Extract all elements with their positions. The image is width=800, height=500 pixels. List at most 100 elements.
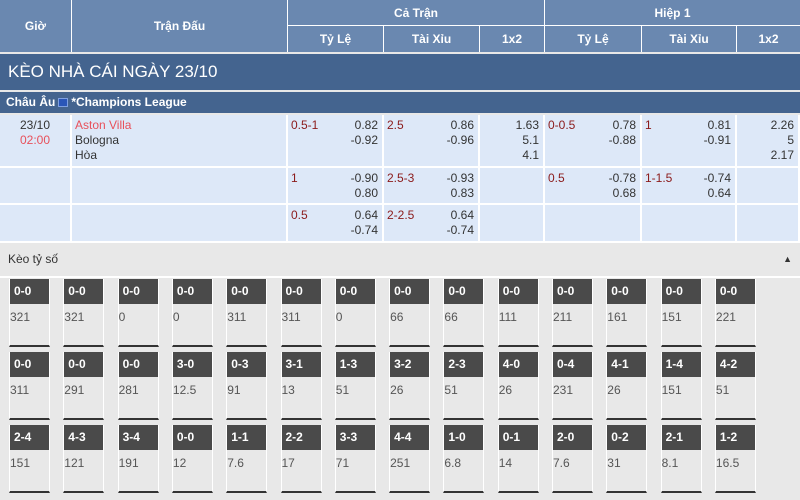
score-card[interactable]: 0-0 221 bbox=[714, 279, 756, 347]
score-card[interactable]: 1-4 151 bbox=[660, 352, 702, 420]
score-card[interactable]: 1-3 51 bbox=[334, 352, 376, 420]
score-odds: 231 bbox=[553, 383, 574, 397]
score-card[interactable]: 0-4 231 bbox=[552, 352, 593, 420]
score-card[interactable]: 3-2 26 bbox=[389, 352, 431, 420]
h1-overunder-odds[interactable]: 0.81 bbox=[707, 118, 731, 132]
score-card[interactable]: 4-4 251 bbox=[389, 425, 431, 493]
score-odds: 26 bbox=[390, 383, 404, 397]
score-label: 4-4 bbox=[390, 425, 430, 450]
score-card[interactable]: 0-0 111 bbox=[497, 279, 539, 347]
score-label: 0-0 bbox=[64, 352, 104, 377]
score-card[interactable]: 2-0 7.6 bbox=[552, 425, 593, 493]
score-card[interactable]: 3-1 13 bbox=[280, 352, 322, 420]
score-label: 0-0 bbox=[661, 279, 701, 304]
score-card[interactable]: 4-3 121 bbox=[63, 425, 105, 493]
col-ft-1x2: 1x2 bbox=[480, 26, 545, 52]
score-card[interactable]: 0-0 0 bbox=[334, 279, 376, 347]
correct-score-header[interactable]: Kèo tỷ số ▲ bbox=[0, 245, 800, 278]
league-row[interactable]: Châu Âu *Champions League bbox=[0, 92, 800, 113]
score-odds: 121 bbox=[64, 456, 85, 470]
score-card[interactable]: 0-0 0 bbox=[117, 279, 159, 347]
ft-overunder-odds[interactable]: -0.93 bbox=[446, 171, 474, 185]
score-odds: 71 bbox=[335, 456, 350, 470]
score-odds: 151 bbox=[661, 310, 682, 324]
score-card[interactable]: 3-4 191 bbox=[117, 425, 159, 493]
ft-handicap-odds[interactable]: -0.90 bbox=[350, 171, 378, 185]
odds-row: 1 -0.90 0.80 2.5-3 -0.93 0.83 0.5 -0.78 0.68 1-1.… bbox=[0, 168, 800, 205]
score-card[interactable]: 2-4 151 bbox=[9, 425, 50, 493]
ft-handicap-odds[interactable]: -0.74 bbox=[350, 223, 378, 237]
h1-1x2-odds[interactable]: 2.26 bbox=[770, 118, 794, 132]
score-card[interactable]: 0-0 66 bbox=[389, 279, 431, 347]
h1-handicap-odds[interactable]: 0.78 bbox=[612, 118, 636, 132]
ft-1x2-odds[interactable]: 4.1 bbox=[522, 148, 539, 162]
home-team[interactable]: Aston Villa bbox=[75, 118, 132, 132]
score-card[interactable]: 0-0 321 bbox=[63, 279, 105, 347]
score-card[interactable]: 2-3 51 bbox=[443, 352, 485, 420]
score-odds: 281 bbox=[118, 383, 139, 397]
ft-overunder-odds[interactable]: 0.83 bbox=[450, 186, 474, 200]
score-odds: 7.6 bbox=[227, 456, 244, 470]
score-card[interactable]: 0-0 66 bbox=[443, 279, 485, 347]
h1-handicap-odds[interactable]: -0.88 bbox=[608, 133, 636, 147]
ft-overunder-odds[interactable]: 0.86 bbox=[450, 118, 474, 132]
h1-handicap-odds[interactable]: -0.78 bbox=[608, 171, 636, 185]
collapse-arrow-icon[interactable]: ▲ bbox=[783, 254, 792, 264]
score-odds: 0 bbox=[335, 310, 343, 324]
score-card[interactable]: 0-1 14 bbox=[497, 425, 539, 493]
score-card[interactable]: 4-1 26 bbox=[606, 352, 648, 420]
score-label: 0-0 bbox=[553, 279, 592, 304]
score-card[interactable]: 0-0 281 bbox=[117, 352, 159, 420]
ft-overunder-odds[interactable]: -0.96 bbox=[446, 133, 474, 147]
ft-handicap-odds[interactable]: 0.80 bbox=[354, 186, 378, 200]
h1-overunder-odds[interactable]: -0.91 bbox=[703, 133, 731, 147]
h1-handicap-odds[interactable]: 0.68 bbox=[612, 186, 636, 200]
score-card[interactable]: 1-0 6.8 bbox=[443, 425, 485, 493]
score-card[interactable]: 0-0 311 bbox=[226, 279, 268, 347]
score-odds: 51 bbox=[715, 383, 730, 397]
ft-handicap-odds[interactable]: -0.92 bbox=[350, 133, 378, 147]
score-card[interactable]: 0-0 0 bbox=[171, 279, 213, 347]
ft-handicap-odds[interactable]: 0.64 bbox=[354, 208, 378, 222]
score-card[interactable]: 0-0 311 bbox=[9, 352, 50, 420]
score-odds: 291 bbox=[64, 383, 85, 397]
score-card[interactable]: 4-0 26 bbox=[497, 352, 539, 420]
score-card[interactable]: 0-0 321 bbox=[9, 279, 50, 347]
score-card[interactable]: 0-0 211 bbox=[552, 279, 593, 347]
ft-1x2-odds[interactable]: 1.63 bbox=[515, 118, 539, 132]
score-card[interactable]: 1-2 16.5 bbox=[714, 425, 756, 493]
score-odds: 51 bbox=[444, 383, 458, 397]
away-team[interactable]: Bologna bbox=[75, 133, 120, 147]
score-card[interactable]: 0-0 311 bbox=[280, 279, 322, 347]
score-card[interactable]: 2-1 8.1 bbox=[660, 425, 702, 493]
h1-1x2-odds[interactable]: 5 bbox=[787, 133, 794, 147]
h1-overunder-odds[interactable]: 0.64 bbox=[707, 186, 731, 200]
h1-overunder-odds[interactable]: -0.74 bbox=[703, 171, 731, 185]
score-label: 0-0 bbox=[227, 279, 267, 304]
odds-cell: 1 -0.90 0.80 bbox=[288, 168, 384, 203]
ft-handicap-odds[interactable]: 0.82 bbox=[354, 118, 378, 132]
ft-1x2-odds[interactable]: 5.1 bbox=[522, 133, 539, 147]
score-card[interactable]: 0-0 161 bbox=[606, 279, 648, 347]
ft-overunder-odds[interactable]: 0.64 bbox=[450, 208, 474, 222]
score-odds: 311 bbox=[10, 383, 30, 397]
score-card[interactable]: 0-0 151 bbox=[660, 279, 702, 347]
odds-cell: 0-0.5 0.78 -0.88 bbox=[545, 115, 642, 166]
score-card[interactable]: 0-0 12 bbox=[171, 425, 213, 493]
score-card[interactable]: 2-2 17 bbox=[280, 425, 322, 493]
col-h1-handicap: Tỷ Lệ bbox=[545, 26, 642, 52]
score-label: 3-2 bbox=[390, 352, 430, 377]
score-card[interactable]: 0-2 31 bbox=[606, 425, 648, 493]
score-label: 0-3 bbox=[227, 352, 267, 377]
score-card[interactable]: 4-2 51 bbox=[714, 352, 756, 420]
score-odds: 191 bbox=[118, 456, 139, 470]
score-card[interactable]: 1-1 7.6 bbox=[226, 425, 268, 493]
score-card[interactable]: 3-3 71 bbox=[334, 425, 376, 493]
h1-1x2-odds[interactable]: 2.17 bbox=[770, 148, 794, 162]
score-card[interactable]: 0-3 91 bbox=[226, 352, 268, 420]
score-card[interactable]: 0-0 291 bbox=[63, 352, 105, 420]
score-card[interactable]: 3-0 12.5 bbox=[171, 352, 213, 420]
ft-overunder-odds[interactable]: -0.74 bbox=[446, 223, 474, 237]
table-header: Giờ Trận Đấu Cả Trận Hiệp 1 Tỷ Lệ Tài Xỉ… bbox=[0, 0, 800, 52]
score-odds: 66 bbox=[444, 310, 458, 324]
